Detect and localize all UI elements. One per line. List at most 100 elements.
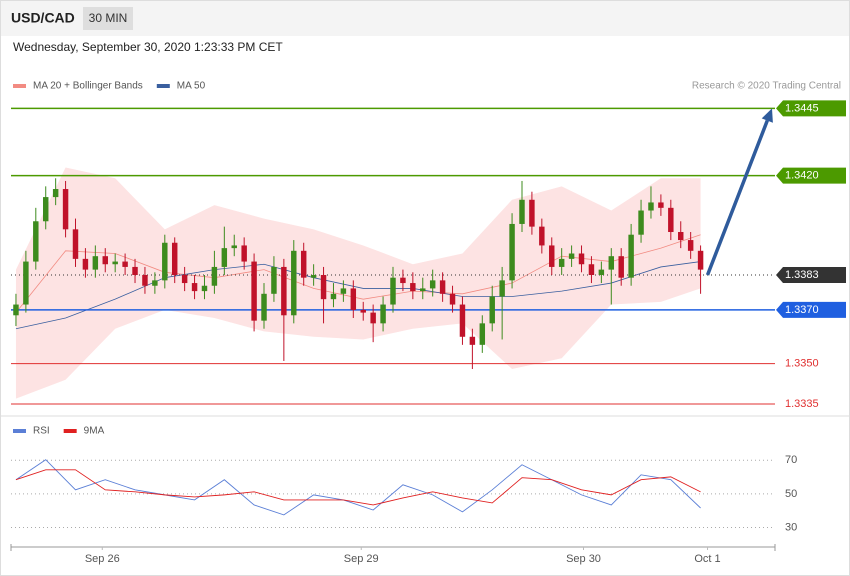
candle-body: [181, 274, 188, 284]
candle-body: [320, 274, 327, 300]
candle-body: [588, 264, 595, 275]
candle-body: [459, 304, 466, 337]
level-label: 1.3445: [785, 102, 819, 114]
candle-body: [142, 274, 148, 286]
candle-body: [449, 293, 456, 305]
candle-body: [370, 312, 376, 324]
candle-body: [72, 229, 79, 259]
candle-body: [380, 304, 386, 324]
y-tick-label: 50: [785, 488, 797, 500]
candle-body: [300, 250, 307, 278]
candle-body: [42, 197, 49, 222]
candle-body: [390, 277, 396, 305]
candle-body: [529, 199, 535, 227]
y-tick-label: 30: [785, 521, 797, 533]
forecast-arrow-shaft: [705, 119, 769, 276]
candle-body: [13, 304, 19, 316]
candle-body: [489, 296, 495, 324]
candle-body: [509, 223, 515, 281]
candle-body: [92, 256, 99, 270]
level-label-box: [776, 100, 846, 117]
candle-body: [261, 293, 267, 321]
candle-body: [469, 336, 476, 345]
candle-body: [558, 258, 565, 267]
legend-swatch: [13, 429, 26, 433]
credit: Research © 2020 Trading Central: [692, 81, 841, 92]
candle-body: [231, 245, 237, 249]
candle-body: [122, 261, 128, 267]
level-label: 1.3335: [785, 398, 819, 410]
candle-body: [33, 221, 39, 262]
legend-label: MA 20 + Bollinger Bands: [33, 81, 143, 92]
ma50-line: [15, 261, 701, 330]
y-tick-label: 70: [785, 454, 797, 466]
candle-body: [439, 280, 446, 294]
candle-body: [687, 240, 694, 251]
candle-body: [310, 274, 317, 278]
candle-body: [152, 280, 158, 286]
candle-body: [221, 248, 228, 267]
x-tick-label: Sep 29: [344, 553, 379, 565]
header-bar: [1, 1, 849, 36]
candle-body: [638, 210, 644, 235]
candle-body: [658, 202, 664, 208]
candle-body: [62, 189, 69, 230]
candle-body: [519, 199, 525, 224]
candle-body: [171, 242, 178, 275]
candle-body: [271, 266, 277, 294]
candle-body: [291, 250, 297, 316]
candle-body: [340, 288, 347, 294]
legend-swatch: [63, 429, 77, 433]
x-tick-label: Sep 30: [566, 553, 601, 565]
level-label: 1.3420: [785, 169, 819, 181]
candle-body: [162, 242, 168, 281]
date: Wednesday, September 30, 2020 1:23:33 PM…: [13, 40, 283, 54]
candle-body: [330, 293, 337, 300]
candle-body: [539, 226, 545, 246]
candle-body: [668, 207, 674, 233]
candle-body: [52, 189, 59, 198]
candle-body: [648, 202, 654, 211]
candle-body: [132, 266, 138, 275]
legend-label: 9MA: [84, 426, 105, 437]
candle-body: [618, 256, 624, 278]
candle-body: [281, 266, 287, 316]
candle-body: [678, 232, 684, 241]
candle-body: [400, 277, 406, 284]
level-label: 1.3383: [785, 269, 819, 281]
rsi-line: [15, 459, 701, 516]
candle-body: [429, 280, 436, 289]
legend-label: MA 50: [177, 81, 206, 92]
candle-body: [23, 261, 29, 305]
candle-body: [211, 266, 218, 286]
candle-body: [628, 234, 634, 278]
candle-body: [697, 250, 704, 270]
candle-body: [420, 288, 426, 292]
timeframe: 30 MIN: [89, 11, 128, 25]
legend-swatch: [13, 84, 26, 88]
candle-body: [410, 283, 416, 292]
candle-body: [102, 256, 108, 265]
level-label: 1.3350: [785, 358, 819, 370]
candle-body: [499, 280, 505, 297]
candle-body: [578, 253, 585, 265]
candle-body: [191, 283, 198, 292]
candle-body: [608, 256, 615, 270]
forecast-arrow-head: [761, 108, 773, 123]
level-label-box: [776, 266, 846, 283]
level-label: 1.3370: [785, 304, 819, 316]
candle-body: [241, 245, 247, 262]
candle-body: [82, 258, 89, 270]
candle-body: [568, 253, 575, 259]
candle-body: [479, 323, 486, 345]
candle-body: [350, 288, 357, 310]
x-tick-label: Oct 1: [694, 553, 720, 565]
timeframe-box: [83, 7, 133, 30]
level-label-box: [776, 167, 846, 184]
candle-body: [112, 261, 118, 265]
ma20-line: [15, 234, 701, 313]
rsi-ma-line: [15, 469, 701, 506]
level-label-box: [776, 301, 846, 318]
candle-body: [251, 261, 257, 321]
